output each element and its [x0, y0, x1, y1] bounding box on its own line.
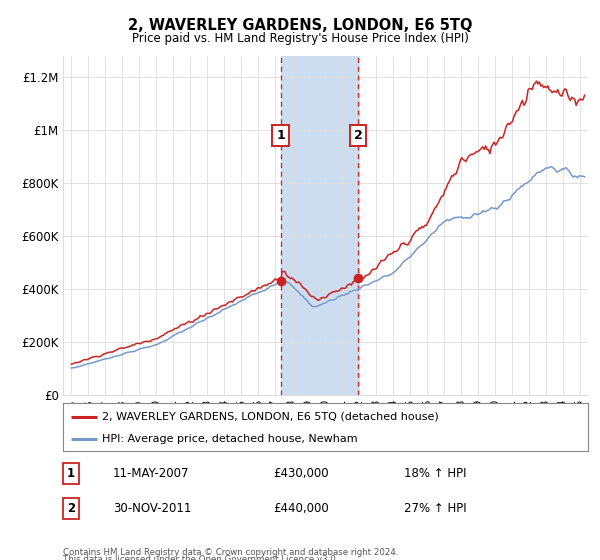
Text: £440,000: £440,000 — [273, 502, 329, 515]
Text: 11-MAY-2007: 11-MAY-2007 — [113, 467, 190, 480]
Text: Price paid vs. HM Land Registry's House Price Index (HPI): Price paid vs. HM Land Registry's House … — [131, 32, 469, 45]
Text: £430,000: £430,000 — [273, 467, 329, 480]
Text: This data is licensed under the Open Government Licence v3.0.: This data is licensed under the Open Gov… — [63, 556, 338, 560]
Text: HPI: Average price, detached house, Newham: HPI: Average price, detached house, Newh… — [103, 434, 358, 444]
Text: 2, WAVERLEY GARDENS, LONDON, E6 5TQ (detached house): 2, WAVERLEY GARDENS, LONDON, E6 5TQ (det… — [103, 412, 439, 422]
Text: 30-NOV-2011: 30-NOV-2011 — [113, 502, 191, 515]
Text: 27% ↑ HPI: 27% ↑ HPI — [404, 502, 467, 515]
Text: 2: 2 — [353, 129, 362, 142]
Text: 1: 1 — [277, 129, 285, 142]
Text: 18% ↑ HPI: 18% ↑ HPI — [404, 467, 467, 480]
Text: 2, WAVERLEY GARDENS, LONDON, E6 5TQ: 2, WAVERLEY GARDENS, LONDON, E6 5TQ — [128, 18, 472, 33]
Text: 2: 2 — [67, 502, 75, 515]
Text: Contains HM Land Registry data © Crown copyright and database right 2024.: Contains HM Land Registry data © Crown c… — [63, 548, 398, 557]
Bar — [281, 56, 358, 395]
Text: 1: 1 — [67, 467, 75, 480]
